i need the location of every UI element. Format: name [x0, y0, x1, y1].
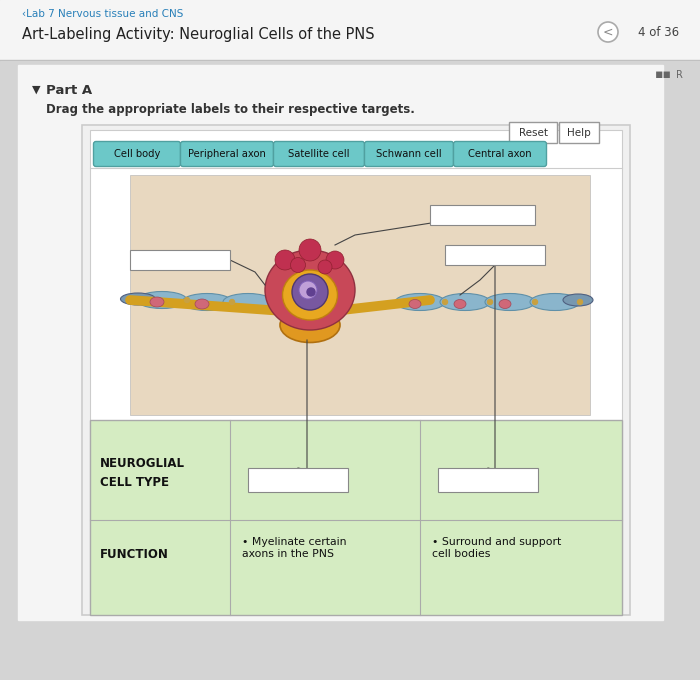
FancyBboxPatch shape [274, 141, 365, 167]
Text: Schwann cell: Schwann cell [376, 149, 442, 159]
Ellipse shape [137, 292, 187, 309]
FancyBboxPatch shape [365, 141, 454, 167]
Text: Help: Help [567, 128, 591, 137]
Bar [90, 420, 622, 615]
Bar [130, 250, 230, 270]
Bar [438, 468, 538, 492]
FancyBboxPatch shape [454, 141, 547, 167]
Text: ‹Lab 7 Nervous tissue and CNS: ‹Lab 7 Nervous tissue and CNS [22, 9, 183, 19]
Ellipse shape [195, 299, 209, 309]
FancyBboxPatch shape [181, 141, 274, 167]
FancyBboxPatch shape [94, 141, 181, 167]
Text: ▼: ▼ [32, 85, 41, 95]
Text: Part A: Part A [46, 84, 92, 97]
Bar [430, 205, 535, 225]
Ellipse shape [120, 293, 155, 305]
Text: ▪▪: ▪▪ [655, 69, 672, 82]
Text: Cell body: Cell body [114, 149, 160, 159]
Circle shape [533, 299, 538, 305]
Ellipse shape [499, 299, 511, 309]
Circle shape [318, 260, 332, 274]
Ellipse shape [485, 294, 535, 311]
FancyBboxPatch shape [509, 122, 557, 143]
Bar [130, 175, 590, 415]
Circle shape [598, 22, 618, 42]
Text: NEUROGLIAL
CELL TYPE: NEUROGLIAL CELL TYPE [100, 457, 185, 489]
Circle shape [307, 288, 315, 296]
Text: Central axon: Central axon [468, 149, 532, 159]
Circle shape [326, 251, 344, 269]
Ellipse shape [440, 294, 490, 311]
Ellipse shape [530, 294, 580, 311]
Ellipse shape [182, 294, 232, 311]
Circle shape [292, 274, 328, 310]
Bar [445, 245, 545, 265]
Circle shape [185, 298, 190, 303]
Text: Satellite cell: Satellite cell [288, 149, 350, 159]
Text: Peripheral axon: Peripheral axon [188, 149, 266, 159]
Circle shape [230, 299, 235, 305]
Bar [18, 65, 663, 620]
Text: Art-Labeling Activity: Neuroglial Cells of the PNS: Art-Labeling Activity: Neuroglial Cells … [22, 27, 374, 41]
Bar [82, 125, 630, 615]
Ellipse shape [395, 294, 445, 311]
Ellipse shape [223, 294, 273, 311]
Text: <: < [603, 25, 613, 39]
Text: • Myelinate certain
axons in the PNS: • Myelinate certain axons in the PNS [242, 537, 346, 558]
Ellipse shape [409, 299, 421, 309]
Circle shape [487, 299, 493, 305]
Circle shape [299, 239, 321, 261]
Text: FUNCTION: FUNCTION [100, 549, 169, 562]
Text: 4 of 36: 4 of 36 [638, 25, 679, 39]
Text: Reset: Reset [519, 128, 547, 137]
Ellipse shape [283, 270, 337, 320]
Circle shape [442, 299, 447, 305]
Bar [295, 280, 325, 335]
Circle shape [290, 258, 305, 273]
Ellipse shape [150, 297, 164, 307]
Circle shape [270, 299, 276, 305]
Ellipse shape [265, 250, 355, 330]
Text: • Surround and support
cell bodies: • Surround and support cell bodies [432, 537, 561, 558]
FancyBboxPatch shape [559, 122, 599, 143]
Bar [248, 468, 348, 492]
Text: R: R [676, 70, 683, 80]
Ellipse shape [280, 307, 340, 343]
Ellipse shape [454, 299, 466, 309]
Circle shape [578, 299, 582, 305]
Circle shape [299, 281, 317, 299]
Bar [0, 0, 700, 60]
Ellipse shape [563, 294, 593, 306]
Bar [90, 130, 622, 610]
Circle shape [275, 250, 295, 270]
Text: Drag the appropriate labels to their respective targets.: Drag the appropriate labels to their res… [46, 103, 415, 116]
